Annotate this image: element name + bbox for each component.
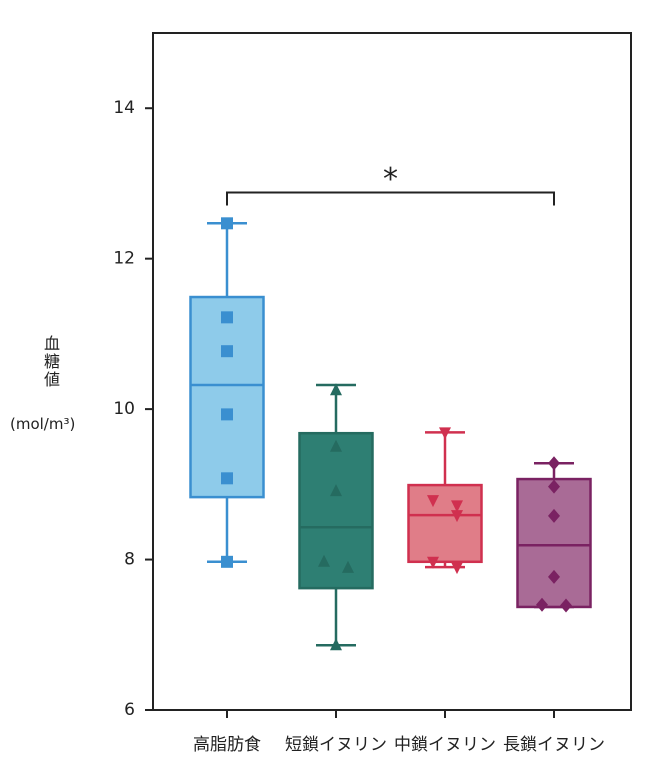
point [536, 597, 548, 612]
box [516, 477, 592, 609]
y-tick-label: 14 [113, 98, 135, 118]
y-tick-label: 8 [124, 550, 135, 570]
x-tick-label: 中鎖イヌリン [394, 735, 496, 755]
point [548, 569, 560, 584]
point [318, 554, 330, 567]
point [427, 495, 439, 508]
point [221, 311, 233, 324]
y-tick-label: 6 [124, 700, 135, 720]
y-tick-label: 12 [113, 249, 135, 269]
point [451, 510, 463, 523]
point [221, 472, 233, 485]
point [330, 383, 342, 396]
point [548, 479, 560, 494]
box [298, 431, 374, 590]
point [548, 508, 560, 523]
point [330, 638, 342, 651]
point [560, 598, 572, 613]
point [221, 345, 233, 358]
y-axis-label: 血糖値 [41, 335, 60, 389]
significance-bracket [226, 191, 555, 206]
x-tick-label: 短鎖イヌリン [285, 735, 387, 755]
box [189, 295, 265, 499]
y-axis-unit: (mol/m³) [10, 415, 76, 433]
point [342, 560, 354, 573]
x-tick-label: 長鎖イヌリン [503, 735, 605, 755]
significance-label: * [383, 162, 398, 197]
point [330, 484, 342, 497]
point [221, 555, 233, 568]
point [221, 408, 233, 421]
point [427, 556, 439, 569]
x-tick-label: 高脂肪食 [193, 735, 261, 755]
point [548, 456, 560, 471]
box [407, 483, 483, 564]
point [439, 427, 451, 440]
point [451, 562, 463, 575]
point [221, 217, 233, 230]
point [330, 439, 342, 452]
y-tick-label: 10 [113, 399, 135, 419]
plot-frame [152, 32, 632, 711]
point [451, 500, 463, 513]
